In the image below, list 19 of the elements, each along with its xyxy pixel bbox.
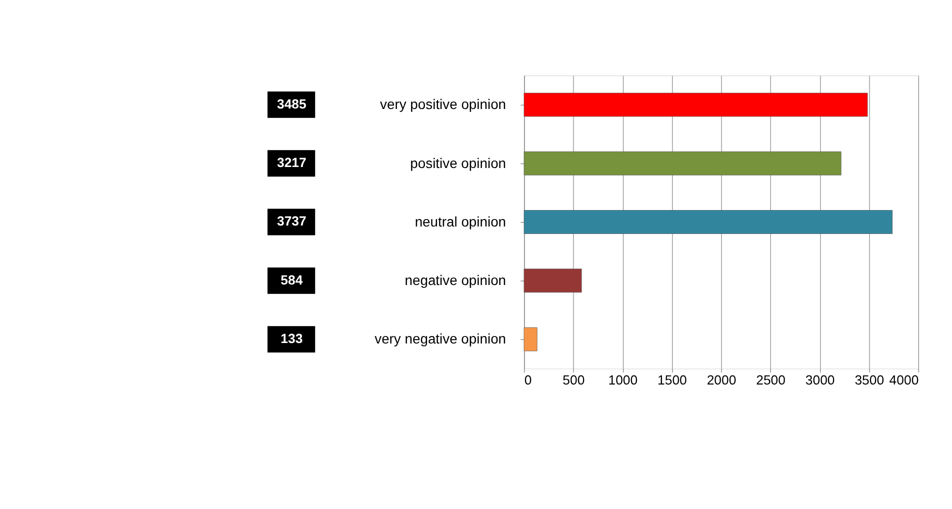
x-tick-label: 2000 — [706, 372, 736, 388]
y-tick-label: positive opinion — [410, 154, 506, 171]
data-label: 133 — [280, 330, 303, 346]
x-tick-label: 1500 — [658, 372, 687, 388]
x-tick-label: 2500 — [756, 372, 786, 388]
y-tick-label: neutral opinion — [414, 213, 506, 230]
y-tick-label: very negative opinion — [374, 330, 506, 347]
x-tick-label: 500 — [562, 372, 585, 388]
x-tick-label: 1000 — [608, 372, 638, 388]
x-tick-label: 3000 — [805, 372, 835, 388]
data-label: 584 — [280, 272, 304, 288]
y-tick-label: negative opinion — [404, 272, 506, 288]
data-label: 3485 — [277, 96, 306, 112]
x-tick-label: 3500 — [854, 372, 884, 388]
x-tick-label: 4000 — [889, 372, 919, 388]
data-label: 3737 — [277, 214, 306, 229]
data-label: 3217 — [277, 155, 306, 170]
x-tick-label: 0 — [524, 372, 532, 388]
y-tick-label: very positive opinion — [380, 96, 506, 112]
